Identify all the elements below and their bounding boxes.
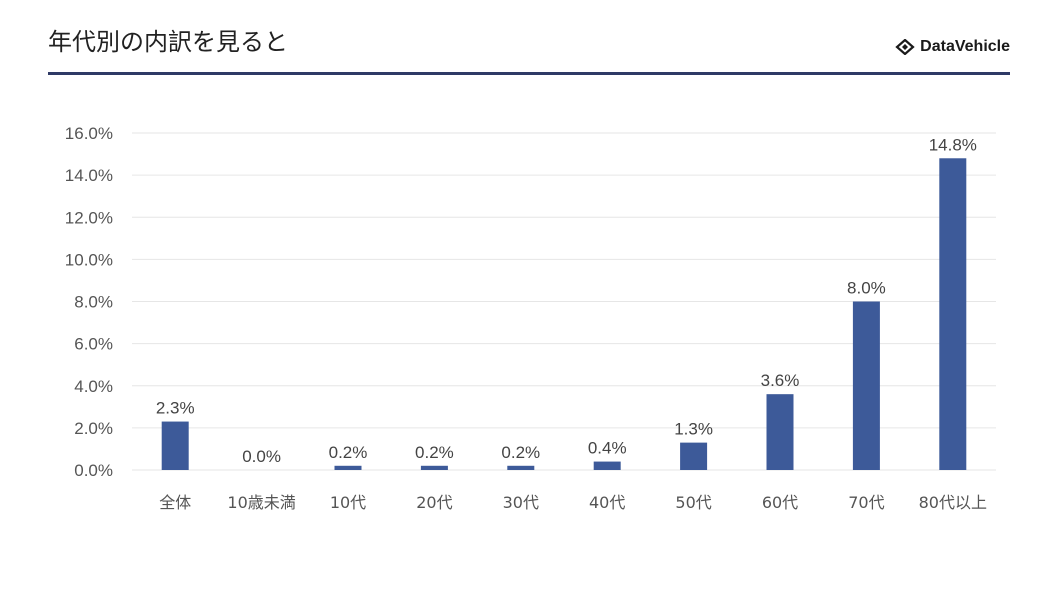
- bar: [593, 461, 621, 470]
- data-label: 8.0%: [847, 279, 886, 298]
- data-label: 3.6%: [761, 371, 800, 390]
- bar: [680, 442, 708, 470]
- data-label: 2.3%: [156, 399, 195, 418]
- y-tick-label: 6.0%: [74, 335, 113, 354]
- data-label: 1.3%: [674, 420, 713, 439]
- x-tick-label: 30代: [503, 493, 539, 512]
- data-label: 0.0%: [242, 447, 281, 466]
- data-label: 0.4%: [588, 439, 627, 458]
- y-tick-label: 16.0%: [65, 124, 113, 143]
- x-tick-label: 50代: [675, 493, 711, 512]
- brand-name: DataVehicle: [920, 38, 1010, 55]
- bar: [939, 158, 967, 470]
- x-tick-label: 70代: [848, 493, 884, 512]
- data-label: 0.2%: [501, 443, 540, 462]
- x-tick-label: 10代: [330, 493, 366, 512]
- x-tick-label: 60代: [762, 493, 798, 512]
- y-tick-label: 0.0%: [74, 461, 113, 480]
- data-label: 0.2%: [415, 443, 454, 462]
- x-tick-label: 40代: [589, 493, 625, 512]
- y-tick-label: 4.0%: [74, 377, 113, 396]
- y-tick-label: 2.0%: [74, 419, 113, 438]
- bar: [161, 421, 189, 470]
- x-tick-label: 全体: [159, 493, 191, 512]
- diamond-logo-icon: [895, 39, 915, 55]
- bar: [766, 394, 794, 470]
- y-tick-label: 12.0%: [65, 208, 113, 227]
- x-tick-label: 80代以上: [919, 493, 987, 512]
- header-divider: [48, 72, 1010, 75]
- bar: [852, 301, 880, 470]
- y-tick-label: 10.0%: [65, 250, 113, 269]
- y-tick-label: 8.0%: [74, 293, 113, 312]
- y-tick-label: 14.0%: [65, 166, 113, 185]
- data-label: 14.8%: [929, 135, 977, 154]
- x-tick-label: 10歳未満: [227, 493, 295, 512]
- page-title: 年代別の内訳を見ると: [48, 28, 288, 56]
- bar: [334, 465, 362, 470]
- bar: [420, 465, 448, 470]
- brand-logo: DataVehicle: [895, 38, 1010, 56]
- bar: [507, 465, 535, 470]
- x-tick-label: 20代: [416, 493, 452, 512]
- data-label: 0.2%: [329, 443, 368, 462]
